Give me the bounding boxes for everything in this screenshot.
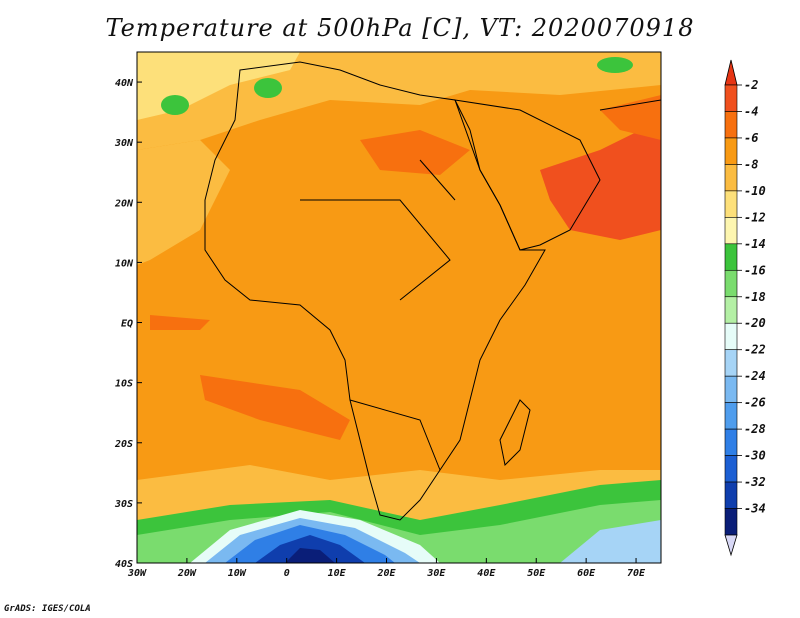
lon-tick-label: 30E xyxy=(426,568,446,579)
lon-tick-label: 10E xyxy=(328,568,347,579)
colorbar-label: -10 xyxy=(744,184,766,198)
colorbar-top-triangle xyxy=(724,59,738,86)
colorbar-segment xyxy=(724,111,738,139)
colorbar-label: -6 xyxy=(744,131,758,145)
colorbar-segment xyxy=(724,428,738,456)
colorbar-label: -28 xyxy=(744,422,766,436)
lat-tick-label: 40N xyxy=(115,78,134,89)
colorbar-segment xyxy=(724,164,738,192)
colorbar-label: -22 xyxy=(744,343,766,357)
colorbar-segment xyxy=(724,137,738,165)
colorbar-segment xyxy=(724,296,738,324)
lat-tick-label: 20N xyxy=(114,198,134,209)
lon-tick-label: 0 xyxy=(284,568,290,579)
colorbar-segment xyxy=(724,269,738,298)
colorbar-label: -18 xyxy=(744,290,766,304)
colorbar-label: -34 xyxy=(744,502,766,516)
lon-tick-label: 60E xyxy=(577,568,596,579)
colorbar-segment xyxy=(724,217,738,245)
chart-title: Temperature at 500hPa [C], VT: 202007091… xyxy=(105,14,695,42)
lon-tick-label: 40E xyxy=(477,568,496,579)
colorbar-label: -2 xyxy=(744,78,758,92)
colorbar-label: -12 xyxy=(744,210,766,224)
colorbar-segment xyxy=(724,190,738,218)
latitude-axis: 40N 30N 20N 10N EQ 10S 20S 30S 40S xyxy=(114,78,142,570)
colorbar-bottom-triangle xyxy=(724,534,738,557)
lon-tick-label: 70E xyxy=(627,568,646,579)
colorbar-label: -32 xyxy=(744,475,766,489)
longitude-axis: 30W 20W 10W 0 10E 20E 30E 40E 50E 60E 70E xyxy=(127,558,646,579)
lat-tick-label: 10S xyxy=(115,379,133,390)
colorbar-segment xyxy=(724,402,738,430)
colorbar-label: -16 xyxy=(744,263,766,277)
colorbar-segment xyxy=(724,375,738,403)
colorbar-segment xyxy=(724,322,738,351)
lat-tick-label: 10N xyxy=(115,258,134,269)
map-frame xyxy=(136,51,662,564)
colorbar-label: -14 xyxy=(744,237,766,251)
colorbar-label: -26 xyxy=(744,396,766,410)
lat-tick-label: 30N xyxy=(114,138,134,149)
lat-tick-label: 30S xyxy=(114,499,133,510)
colorbar: -2 -4 -6 -8 -10 -12 -14 -16 -18 -20 -22 -24 -26 -28 -3… xyxy=(724,59,766,557)
colorbar-label: -4 xyxy=(744,104,758,118)
lat-tick-label: EQ xyxy=(121,319,133,330)
lon-tick-label: 20W xyxy=(177,568,197,579)
colorbar-segment xyxy=(724,508,738,536)
lat-tick-label: 20S xyxy=(114,439,133,450)
lon-tick-label: 10W xyxy=(228,568,247,579)
colorbar-label: -30 xyxy=(744,449,766,463)
colorbar-label: -8 xyxy=(744,157,758,171)
lon-tick-label: 50E xyxy=(527,568,546,579)
colorbar-segment xyxy=(724,349,738,377)
temperature-field xyxy=(137,52,661,563)
colorbar-segment xyxy=(724,243,738,271)
colorbar-segment xyxy=(724,84,738,112)
lat-tick-label: 40S xyxy=(115,559,133,570)
coastlines xyxy=(204,61,661,521)
colorbar-label: -20 xyxy=(744,316,766,330)
grads-credit: GrADS: IGES/COLA xyxy=(4,604,91,614)
colorbar-label: -24 xyxy=(744,369,766,383)
colorbar-segment xyxy=(724,455,738,483)
colorbar-segment xyxy=(724,481,738,509)
lon-tick-label: 30W xyxy=(127,568,147,579)
lon-tick-label: 20E xyxy=(376,568,396,579)
